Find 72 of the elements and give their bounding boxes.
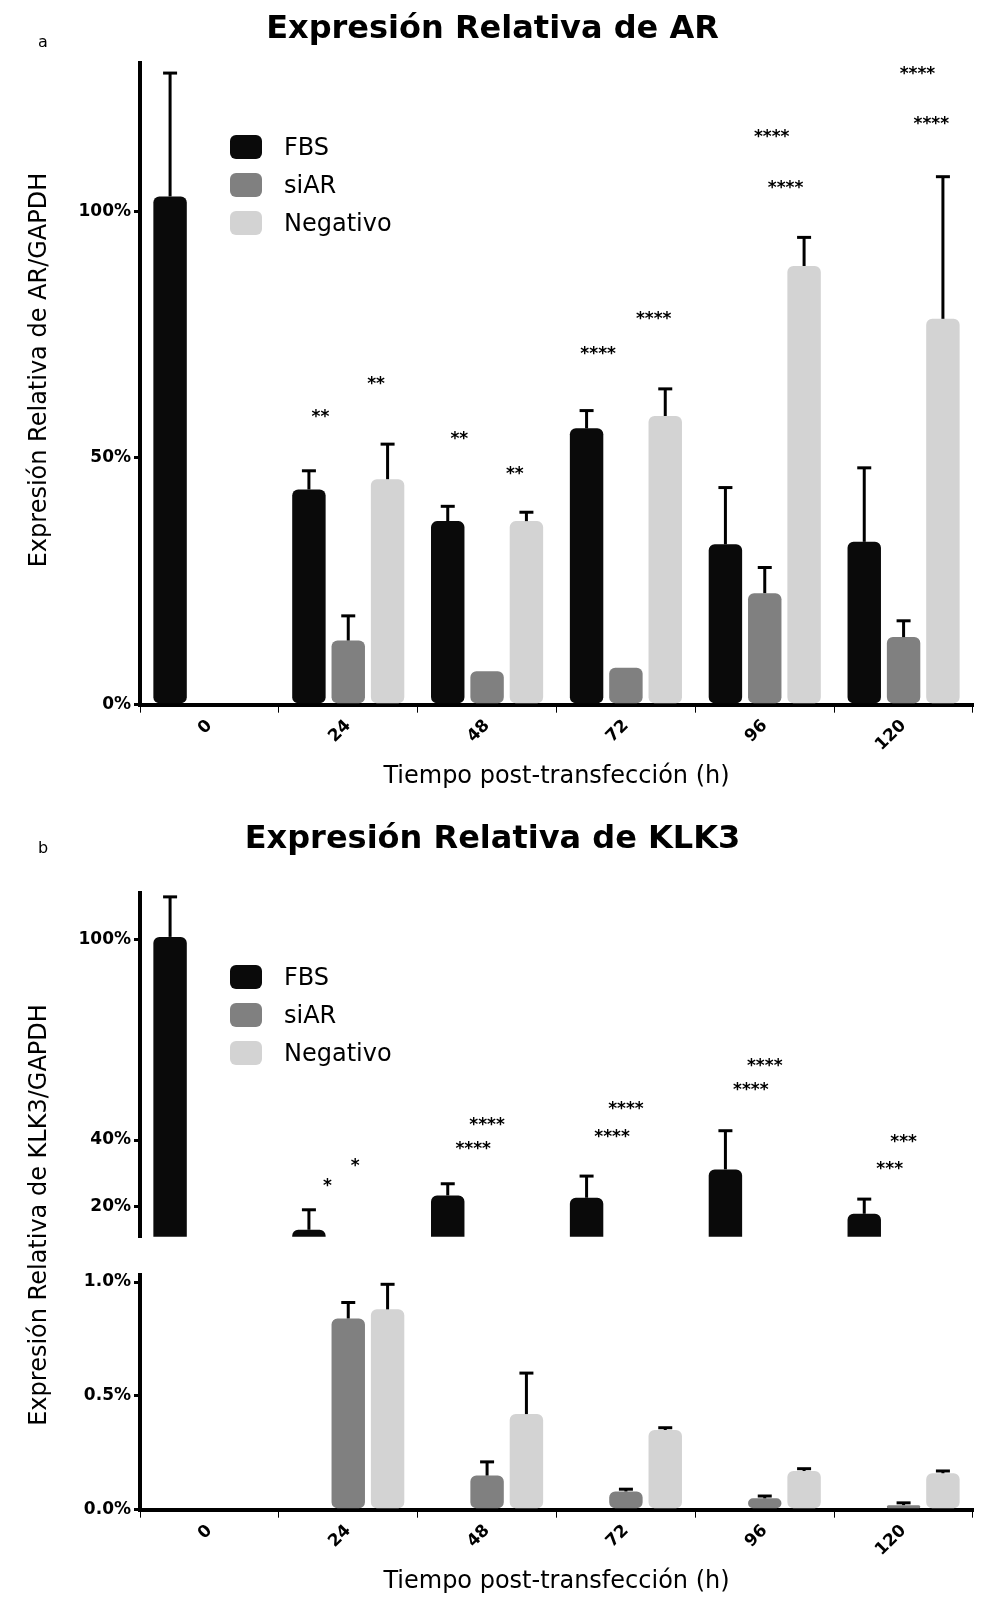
annotation: **** (635, 308, 672, 329)
legend-label: FBS (284, 133, 330, 162)
legend-label: Negativo (284, 209, 392, 238)
bar (370, 479, 405, 704)
y-tick-label: 20% (90, 1195, 131, 1216)
bar (648, 416, 682, 704)
y-tick-label: 0.5% (83, 1384, 131, 1405)
legend-label: siAR (284, 171, 337, 200)
annotation: *** (890, 1130, 918, 1151)
x-tick-label: 0 (192, 1519, 216, 1543)
y-tick-label: 100% (78, 199, 131, 220)
y-tick-label: 1.0% (83, 1270, 131, 1291)
annotation: **** (455, 1137, 492, 1158)
x-tick-label: 0 (192, 714, 216, 738)
x-tick-label: 96 (739, 714, 771, 746)
bar (926, 1473, 960, 1509)
bar (470, 1475, 504, 1509)
annotation: **** (608, 1098, 644, 1119)
bar (748, 593, 782, 704)
annotation: **** (753, 125, 790, 146)
annotation: **** (767, 176, 804, 197)
annotation: **** (580, 343, 617, 364)
x-tick-label: 96 (739, 1519, 771, 1551)
annotation: ** (505, 463, 524, 484)
y-tick-label: 0% (102, 693, 131, 714)
annotation: * (350, 1154, 360, 1175)
y-axis-title: Expresión Relativa de AR/GAPDH (24, 172, 52, 568)
legend-label: Negativo (284, 1039, 392, 1068)
chart-title: Expresión Relativa de AR (266, 8, 719, 46)
annotation: ** (450, 428, 469, 449)
bar (331, 1318, 365, 1509)
bar (787, 266, 821, 704)
x-tick-label: 72 (600, 714, 632, 746)
x-axis-title: Tiempo post-transfección (h) (382, 760, 730, 789)
annotation: **** (733, 1079, 769, 1100)
annotation: ** (367, 372, 386, 393)
x-tick-label: 48 (462, 714, 494, 746)
bar (648, 1430, 682, 1509)
text: a (38, 32, 48, 51)
legend-label: FBS (284, 963, 330, 992)
bar (509, 1414, 544, 1509)
bar (331, 640, 365, 704)
bar (886, 637, 921, 704)
y-axis-title: Expresión Relativa de KLK3/GAPDH (24, 1004, 52, 1426)
bar (609, 667, 643, 704)
x-axis-title: Tiempo post-transfección (h) (382, 1565, 730, 1594)
y-tick-label: 40% (90, 1128, 131, 1149)
x-tick-label: 72 (600, 1519, 632, 1551)
bar (470, 671, 504, 704)
annotation: **** (469, 1113, 505, 1134)
annotation: **** (746, 1055, 783, 1076)
y-tick-label: 0.0% (83, 1498, 131, 1519)
annotation: **** (913, 113, 950, 134)
text: b (38, 838, 49, 857)
bar (370, 1309, 405, 1509)
x-tick-label: 24 (323, 1519, 355, 1551)
bar (609, 1491, 643, 1509)
x-tick-label: 24 (323, 714, 355, 746)
y-tick-label: 50% (90, 446, 131, 467)
y-tick-label: 100% (78, 928, 131, 949)
chart-title: Expresión Relativa de KLK3 (244, 818, 741, 856)
annotation: **** (594, 1125, 630, 1146)
bar (926, 318, 960, 704)
legend-label: siAR (284, 1001, 337, 1030)
bar (787, 1470, 821, 1509)
annotation: * (322, 1175, 332, 1196)
annotation: *** (876, 1158, 904, 1179)
bar (509, 521, 544, 704)
annotation: ** (311, 406, 330, 427)
bar (886, 1505, 921, 1509)
annotation: **** (899, 63, 936, 84)
x-tick-label: 48 (462, 1519, 494, 1551)
